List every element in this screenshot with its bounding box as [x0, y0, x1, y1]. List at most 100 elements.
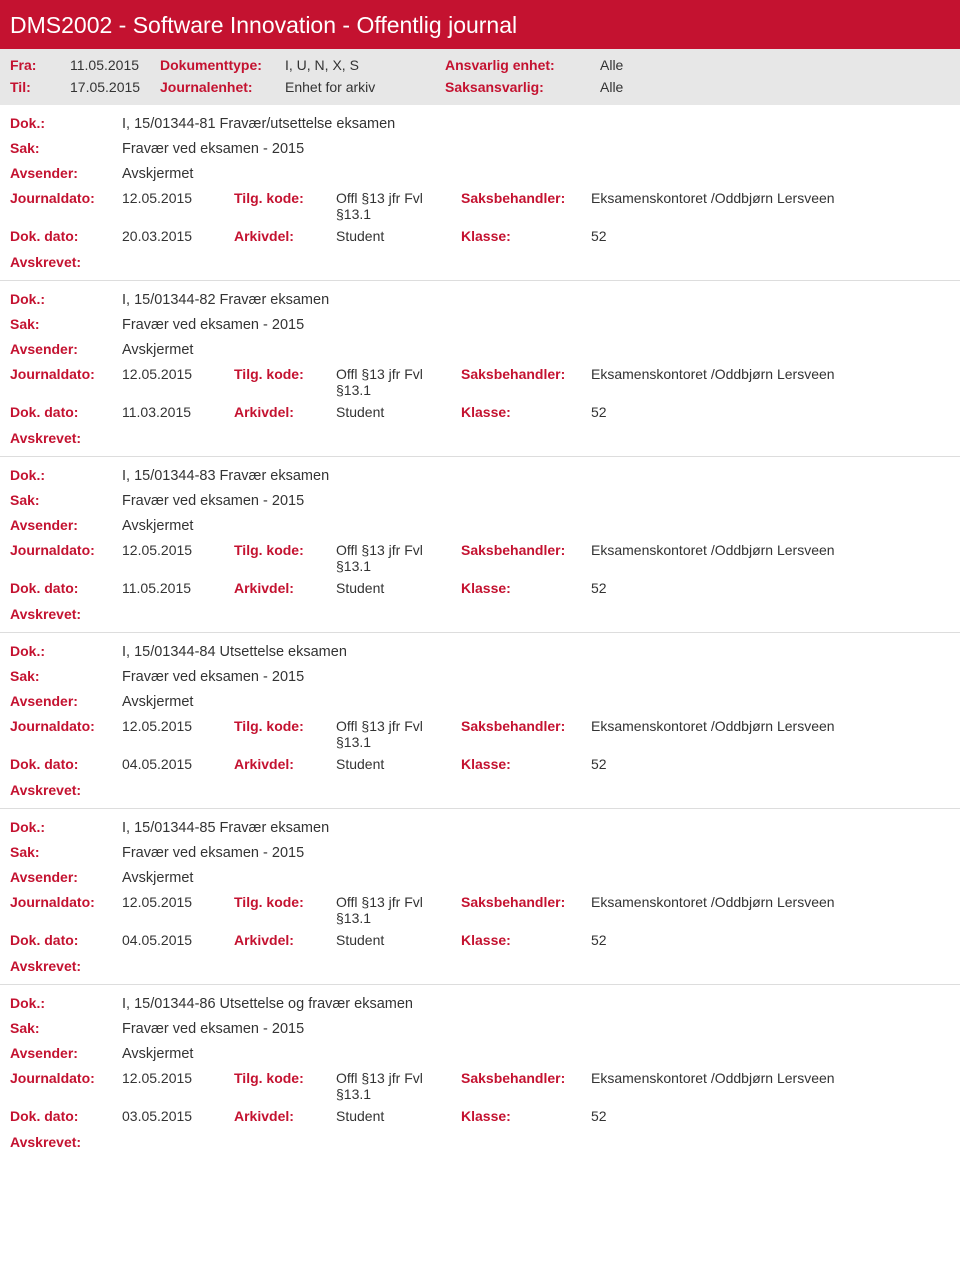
- avsender-label: Avsender:: [10, 341, 122, 357]
- sak-value: Fravær ved eksamen - 2015: [122, 845, 950, 861]
- sak-label: Sak:: [10, 668, 122, 684]
- arkivdel-label: Arkivdel:: [234, 228, 336, 244]
- saksbeh-label: Saksbehandler:: [461, 718, 591, 734]
- avskrevet-label: Avskrevet:: [10, 426, 950, 452]
- arkivdel-value: Student: [336, 580, 461, 596]
- klasse-value: 52: [591, 1108, 950, 1124]
- journal-entry: Dok.:I, 15/01344-86 Utsettelse og fravær…: [0, 984, 960, 1160]
- dok-value: I, 15/01344-86 Utsettelse og fravær eksa…: [122, 996, 950, 1012]
- til-label: Til:: [10, 79, 70, 95]
- journal-entry: Dok.:I, 15/01344-85 Fravær eksamenSak:Fr…: [0, 808, 960, 984]
- arkivdel-value: Student: [336, 404, 461, 420]
- tilgkode-label: Tilg. kode:: [234, 894, 336, 910]
- jenhet-label: Journalenhet:: [160, 79, 285, 95]
- dokdato-label: Dok. dato:: [10, 1108, 122, 1124]
- tilgkode-label: Tilg. kode:: [234, 190, 336, 206]
- fra-label: Fra:: [10, 57, 70, 73]
- sak-value: Fravær ved eksamen - 2015: [122, 141, 950, 157]
- tilgkode-value: Offl §13 jfr Fvl §13.1: [336, 1070, 461, 1102]
- dok-label: Dok.:: [10, 115, 122, 131]
- dokdato-value: 04.05.2015: [122, 932, 234, 948]
- arkivdel-value: Student: [336, 228, 461, 244]
- avsender-value: Avskjermet: [122, 166, 950, 182]
- journaldato-value: 12.05.2015: [122, 542, 234, 558]
- avskrevet-label: Avskrevet:: [10, 778, 950, 804]
- sak-value: Fravær ved eksamen - 2015: [122, 669, 950, 685]
- klasse-label: Klasse:: [461, 580, 591, 596]
- jenhet-value: Enhet for arkiv: [285, 79, 445, 95]
- saksansv-label: Saksansvarlig:: [445, 79, 600, 95]
- journaldato-label: Journaldato:: [10, 542, 122, 558]
- avsender-label: Avsender:: [10, 165, 122, 181]
- klasse-value: 52: [591, 756, 950, 772]
- avsender-value: Avskjermet: [122, 518, 950, 534]
- banner-title: DMS2002 - Software Innovation - Offentli…: [10, 12, 517, 38]
- klasse-value: 52: [591, 228, 950, 244]
- journal-entry: Dok.:I, 15/01344-82 Fravær eksamenSak:Fr…: [0, 280, 960, 456]
- journal-entry: Dok.:I, 15/01344-84 Utsettelse eksamenSa…: [0, 632, 960, 808]
- journaldato-value: 12.05.2015: [122, 894, 234, 910]
- saksbeh-value: Eksamenskontoret /Oddbjørn Lersveen: [591, 894, 950, 910]
- avsender-label: Avsender:: [10, 1045, 122, 1061]
- dokdato-value: 04.05.2015: [122, 756, 234, 772]
- klasse-label: Klasse:: [461, 1108, 591, 1124]
- tilgkode-value: Offl §13 jfr Fvl §13.1: [336, 366, 461, 398]
- arkivdel-label: Arkivdel:: [234, 580, 336, 596]
- saksbeh-value: Eksamenskontoret /Oddbjørn Lersveen: [591, 1070, 950, 1086]
- dokdato-label: Dok. dato:: [10, 756, 122, 772]
- arkivdel-label: Arkivdel:: [234, 932, 336, 948]
- klasse-label: Klasse:: [461, 932, 591, 948]
- saksansv-value: Alle: [600, 79, 800, 95]
- avsender-value: Avskjermet: [122, 342, 950, 358]
- dok-label: Dok.:: [10, 291, 122, 307]
- dok-label: Dok.:: [10, 643, 122, 659]
- journaldato-value: 12.05.2015: [122, 366, 234, 382]
- journal-entry: Dok.:I, 15/01344-81 Fravær/utsettelse ek…: [0, 105, 960, 280]
- klasse-value: 52: [591, 580, 950, 596]
- arkivdel-label: Arkivdel:: [234, 1108, 336, 1124]
- avskrevet-label: Avskrevet:: [10, 250, 950, 276]
- doktype-label: Dokumenttype:: [160, 57, 285, 73]
- dok-value: I, 15/01344-81 Fravær/utsettelse eksamen: [122, 116, 950, 132]
- journaldato-value: 12.05.2015: [122, 718, 234, 734]
- journaldato-label: Journaldato:: [10, 1070, 122, 1086]
- avsender-label: Avsender:: [10, 693, 122, 709]
- ansvenhet-value: Alle: [600, 57, 800, 73]
- klasse-label: Klasse:: [461, 228, 591, 244]
- dok-label: Dok.:: [10, 467, 122, 483]
- tilgkode-value: Offl §13 jfr Fvl §13.1: [336, 190, 461, 222]
- saksbeh-value: Eksamenskontoret /Oddbjørn Lersveen: [591, 190, 950, 206]
- klasse-label: Klasse:: [461, 404, 591, 420]
- avskrevet-label: Avskrevet:: [10, 954, 950, 980]
- klasse-value: 52: [591, 932, 950, 948]
- sak-label: Sak:: [10, 140, 122, 156]
- avskrevet-label: Avskrevet:: [10, 602, 950, 628]
- dok-value: I, 15/01344-83 Fravær eksamen: [122, 468, 950, 484]
- saksbeh-value: Eksamenskontoret /Oddbjørn Lersveen: [591, 366, 950, 382]
- entries-container: Dok.:I, 15/01344-81 Fravær/utsettelse ek…: [0, 105, 960, 1160]
- meta-block: Fra: 11.05.2015 Dokumenttype: I, U, N, X…: [0, 49, 960, 105]
- arkivdel-value: Student: [336, 1108, 461, 1124]
- journaldato-label: Journaldato:: [10, 366, 122, 382]
- sak-value: Fravær ved eksamen - 2015: [122, 317, 950, 333]
- ansvenhet-label: Ansvarlig enhet:: [445, 57, 600, 73]
- dok-value: I, 15/01344-84 Utsettelse eksamen: [122, 644, 950, 660]
- saksbeh-value: Eksamenskontoret /Oddbjørn Lersveen: [591, 542, 950, 558]
- tilgkode-label: Tilg. kode:: [234, 366, 336, 382]
- tilgkode-label: Tilg. kode:: [234, 542, 336, 558]
- arkivdel-label: Arkivdel:: [234, 404, 336, 420]
- saksbeh-label: Saksbehandler:: [461, 1070, 591, 1086]
- dokdato-label: Dok. dato:: [10, 228, 122, 244]
- journal-entry: Dok.:I, 15/01344-83 Fravær eksamenSak:Fr…: [0, 456, 960, 632]
- dokdato-value: 11.03.2015: [122, 404, 234, 420]
- dokdato-label: Dok. dato:: [10, 932, 122, 948]
- doktype-value: I, U, N, X, S: [285, 57, 445, 73]
- klasse-label: Klasse:: [461, 756, 591, 772]
- dokdato-value: 20.03.2015: [122, 228, 234, 244]
- saksbeh-label: Saksbehandler:: [461, 542, 591, 558]
- tilgkode-label: Tilg. kode:: [234, 718, 336, 734]
- dokdato-label: Dok. dato:: [10, 580, 122, 596]
- avskrevet-label: Avskrevet:: [10, 1130, 950, 1156]
- arkivdel-value: Student: [336, 756, 461, 772]
- avsender-label: Avsender:: [10, 869, 122, 885]
